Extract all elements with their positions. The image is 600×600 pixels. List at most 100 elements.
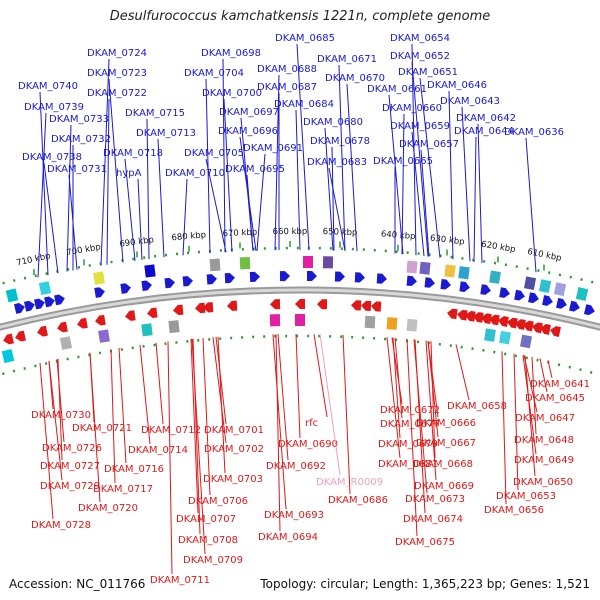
ruler-label: 650 kbp <box>323 227 358 238</box>
ruler-label: 660 kbp <box>273 227 308 237</box>
reverse-gene-arrow <box>361 300 372 312</box>
forward-gene-arrow <box>459 281 470 292</box>
forward-gene-label: DKAM_0713 <box>136 128 196 139</box>
forward-gene-label: DKAM_0680 <box>303 117 363 128</box>
forward-gene-arrow <box>44 296 55 308</box>
forward-domain-box <box>523 276 537 291</box>
accession-label: Accession: NC_011766 <box>9 577 146 591</box>
forward-gene-label: DKAM_0659 <box>390 121 450 132</box>
forward-domain-box <box>575 287 589 302</box>
leader-line <box>539 358 548 393</box>
forward-gene-label: DKAM_0684 <box>274 99 334 110</box>
leader-line <box>338 64 346 251</box>
reverse-gene-label: DKAM_0703 <box>203 474 263 485</box>
leader-line <box>191 338 206 555</box>
forward-gene-arrow <box>34 298 45 310</box>
reverse-gene-label: DKAM_0666 <box>416 418 476 429</box>
reverse-gene-arrow <box>317 299 328 310</box>
reverse-domain-box <box>269 314 281 327</box>
leader-line <box>319 334 341 476</box>
forward-gene-label: DKAM_0643 <box>440 96 500 107</box>
reverse-gene-label: DKAM_0669 <box>414 481 474 492</box>
forward-gene-label: DKAM_0738 <box>22 152 82 163</box>
reverse-gene-label: DKAM_0706 <box>188 496 248 507</box>
leader-line <box>43 162 59 274</box>
leader-line <box>455 344 470 401</box>
forward-domain-box <box>419 261 431 275</box>
reverse-gene-arrow <box>173 304 184 316</box>
ruler-label: 710 kbp <box>16 251 52 268</box>
reverse-gene-label: DKAM_0694 <box>258 532 318 543</box>
forward-gene-label: DKAM_0696 <box>218 126 278 137</box>
forward-gene-label: DKAM_0651 <box>398 67 458 78</box>
forward-gene-label: DKAM_0700 <box>202 88 262 99</box>
leader-line <box>223 98 233 252</box>
forward-gene-label: DKAM_0665 <box>373 156 433 167</box>
forward-gene-arrow <box>334 271 345 282</box>
leader-line <box>139 344 151 445</box>
forward-gene-label: DKAM_0660 <box>382 103 442 114</box>
ruler-label: 700 kbp <box>66 242 102 258</box>
reverse-gene-label: DKAM_0658 <box>447 401 507 412</box>
forward-domain-box <box>302 255 314 269</box>
reverse-gene-arrow <box>489 314 500 326</box>
reverse-gene-arrow <box>125 310 136 321</box>
forward-gene-label: DKAM_0652 <box>390 51 450 62</box>
forward-gene-label: DKAM_0688 <box>257 64 317 75</box>
reverse-domain-box <box>484 328 496 342</box>
reverse-domain-box <box>386 317 398 330</box>
reverse-gene-label: DKAM_0645 <box>525 393 585 404</box>
forward-gene-arrow <box>424 277 435 288</box>
reverse-gene-arrow <box>540 324 551 335</box>
forward-gene-label: DKAM_0671 <box>317 54 377 65</box>
ruler-label: 630 kbp <box>429 233 465 247</box>
forward-gene-label: DKAM_0687 <box>257 82 317 93</box>
reverse-gene-label: DKAM_0729 <box>40 481 100 492</box>
topology-label: Topology: circular; Length: 1,365,223 bp… <box>260 577 590 591</box>
reverse-gene-label: DKAM_0690 <box>278 439 338 450</box>
leader-line <box>477 123 483 264</box>
reverse-gene-arrow <box>473 312 484 323</box>
leader-line <box>324 127 334 251</box>
leader-line <box>392 337 401 439</box>
leader-line <box>222 58 226 253</box>
leader-line <box>296 43 310 251</box>
forward-gene-label: DKAM_0670 <box>325 73 385 84</box>
reverse-gene-label: DKAM_0656 <box>484 505 544 516</box>
forward-domain-box <box>239 256 251 270</box>
leader-line <box>328 167 346 251</box>
reverse-gene-label: DKAM_0727 <box>40 461 100 472</box>
reverse-gene-label: DKAM_0714 <box>128 445 188 456</box>
reverse-gene-arrow <box>550 326 561 337</box>
forward-gene-arrow <box>249 271 260 282</box>
reverse-gene-arrow <box>465 310 476 322</box>
leader-line <box>106 98 110 265</box>
leader-line <box>448 90 454 260</box>
forward-gene-label: DKAM_0636 <box>504 127 564 138</box>
forward-gene-label: DKAM_0654 <box>390 33 450 44</box>
forward-gene-label: DKAM_0697 <box>219 107 279 118</box>
leader-line <box>501 351 507 505</box>
leader-line <box>124 158 136 261</box>
leader-line <box>414 339 426 514</box>
leader-line <box>190 338 199 514</box>
forward-gene-arrow <box>542 295 553 306</box>
reverse-gene-label: DKAM_0716 <box>104 464 164 475</box>
leader-line <box>277 334 289 461</box>
forward-gene-arrow <box>556 297 567 309</box>
reverse-gene-label: DKAM_0692 <box>266 461 326 472</box>
forward-gene-arrow <box>406 275 417 287</box>
reverse-gene-arrow <box>371 301 382 312</box>
forward-gene-arrow <box>141 280 152 292</box>
reverse-gene-arrow <box>227 300 238 311</box>
forward-gene-label: DKAM_0718 <box>103 148 163 159</box>
forward-domain-box <box>538 279 552 293</box>
reverse-gene-arrow <box>3 333 15 345</box>
reverse-gene-label: DKAM_0730 <box>31 410 91 421</box>
backbone-shadow <box>0 286 600 331</box>
leader-line <box>313 334 328 418</box>
forward-gene-label: DKAM_0644 <box>454 126 514 137</box>
reverse-gene-label: DKAM_0667 <box>416 438 476 449</box>
forward-gene-arrow <box>376 273 387 284</box>
